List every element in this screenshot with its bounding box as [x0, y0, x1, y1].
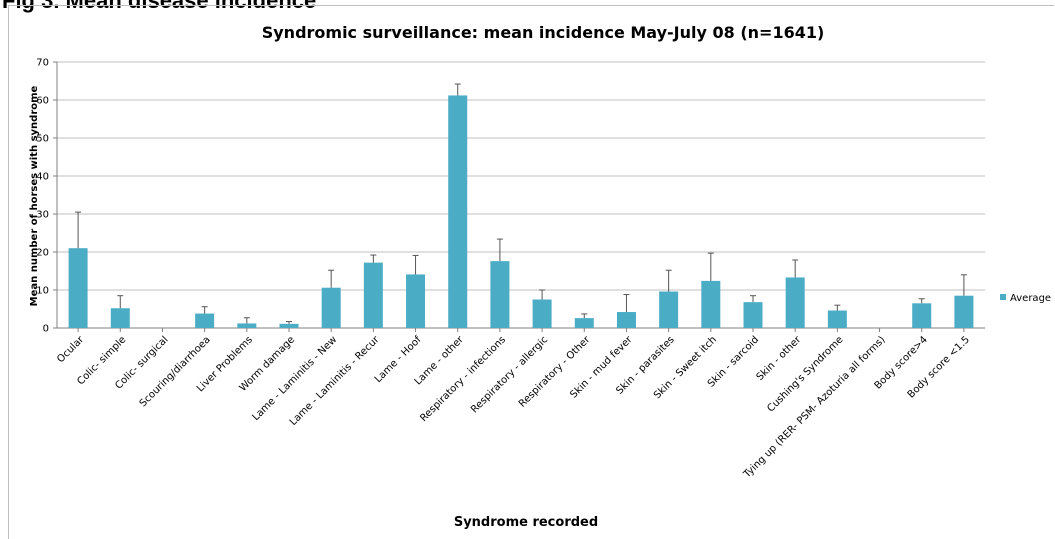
- y-tick-label: 60: [36, 96, 49, 107]
- bar: [363, 262, 383, 328]
- x-tick-label: Scouring/diarrhoea: [138, 334, 213, 409]
- bar: [574, 318, 594, 328]
- bar: [532, 299, 552, 328]
- bar: [110, 308, 130, 328]
- bars: [68, 95, 974, 328]
- legend-swatch: [1000, 294, 1006, 300]
- y-tick-label: 30: [36, 210, 49, 221]
- bar: [448, 95, 468, 328]
- bar: [237, 323, 257, 328]
- bar: [912, 303, 932, 328]
- page-heading: Fig 3. Mean disease incidence: [2, 0, 317, 13]
- bar: [743, 302, 763, 328]
- x-tick-label: Cushing's Syndrome: [765, 334, 845, 414]
- y-tick-label: 0: [43, 324, 49, 335]
- bar: [406, 274, 426, 328]
- bar: [279, 323, 299, 328]
- bar: [659, 291, 679, 328]
- legend-label: Average: [1010, 293, 1051, 304]
- gridlines: [57, 61, 985, 329]
- y-tick-label: 20: [36, 248, 49, 259]
- chart-frame: [8, 5, 1054, 539]
- bar: [954, 295, 974, 328]
- bar: [321, 287, 341, 328]
- y-tick-label: 40: [36, 172, 49, 183]
- x-tick-label: Respiratory - Other: [517, 334, 593, 410]
- x-tick-label: Lame - Laminitis - Recur: [288, 334, 382, 428]
- bar: [195, 313, 215, 328]
- legend: Average: [1000, 293, 1051, 304]
- y-tick-label: 70: [36, 58, 49, 69]
- bar: [68, 248, 88, 328]
- x-tick-label: Respiratory - allergic: [469, 334, 550, 415]
- x-tick-label: Respiratory - infections: [418, 334, 508, 424]
- bar: [701, 280, 721, 328]
- bar: [616, 312, 636, 328]
- y-axis: 0 10 20 30 40 50 60 70: [36, 58, 58, 335]
- chart-title: Syndromic surveillance: mean incidence M…: [262, 23, 825, 42]
- error-bars: [75, 83, 967, 324]
- x-axis-title: Syndrome recorded: [454, 515, 598, 530]
- y-axis-title: Mean number of horses with syndrome: [29, 85, 40, 306]
- bar: [827, 310, 847, 328]
- y-tick-label: 10: [36, 286, 49, 297]
- bar: [785, 277, 805, 328]
- y-tick-label: 50: [36, 134, 49, 145]
- bar: [490, 261, 510, 328]
- x-tick-label: Ocular: [55, 334, 87, 366]
- x-tick-label: Lame - Laminitis - New: [250, 334, 339, 423]
